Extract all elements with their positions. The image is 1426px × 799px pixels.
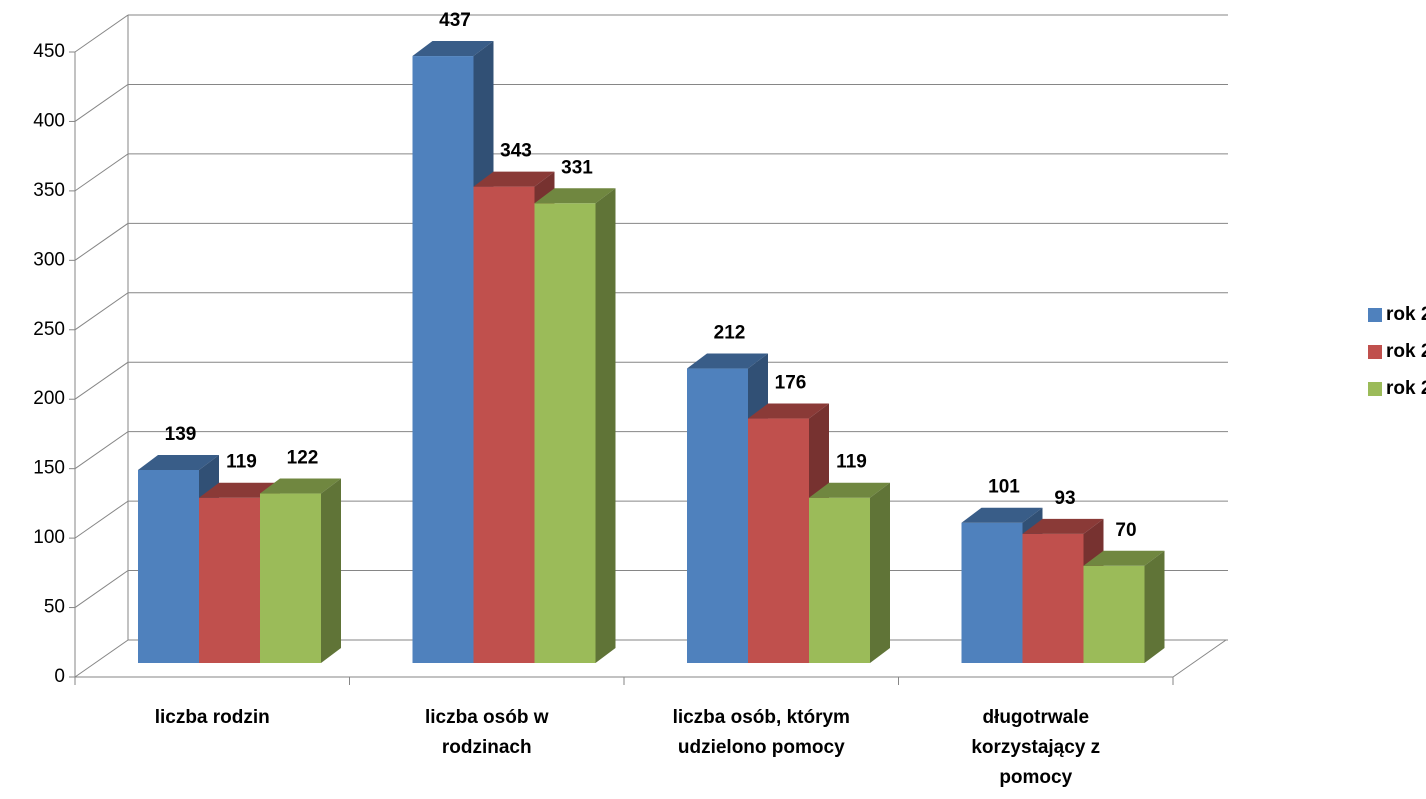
y-tick-label: 0 [54, 666, 65, 687]
x-tick-label: korzystający z [971, 737, 1100, 758]
bar-top [199, 482, 280, 498]
legend-swatch [1368, 308, 1382, 322]
y-tick-label: 250 [33, 319, 65, 340]
grid-line [74, 14, 129, 53]
bar-front [961, 522, 1023, 663]
value-label: 93 [1054, 488, 1075, 509]
grid-line [74, 361, 129, 400]
y-tick-label: 400 [33, 110, 65, 131]
y-tick-label: 350 [33, 180, 65, 201]
value-label: 139 [165, 424, 197, 445]
bar-front [687, 368, 748, 663]
grid-line [74, 222, 129, 261]
value-label: 119 [226, 452, 257, 473]
bar-side [1144, 550, 1165, 663]
value-label: 176 [775, 373, 807, 394]
bar-top [961, 507, 1043, 523]
y-tick-label: 50 [44, 597, 65, 618]
x-tick-label: liczba osób w [425, 707, 549, 728]
x-tick-label: długotrwale [982, 707, 1089, 728]
grid-line [74, 153, 129, 192]
x-tick-label: rodzinach [442, 737, 532, 758]
bar-top [260, 478, 341, 494]
value-label: 101 [988, 477, 1020, 498]
grid-line [74, 292, 129, 331]
bar-side [870, 482, 890, 663]
legend-label: rok 2016 [1386, 341, 1426, 362]
bar-front [473, 186, 535, 663]
value-label: 119 [836, 452, 867, 473]
bar-top [687, 353, 768, 369]
bar-front [809, 497, 870, 663]
value-label: 437 [439, 10, 471, 31]
bar-top [1083, 550, 1165, 566]
x-tick-label: pomocy [999, 767, 1072, 788]
bar-front [138, 469, 199, 663]
grid-line [74, 639, 129, 678]
bar-top [534, 188, 616, 204]
bar-top [748, 403, 829, 419]
legend-label: rok 2015 [1386, 304, 1426, 325]
value-label: 331 [561, 157, 593, 178]
bar-front [412, 56, 474, 664]
bar-front [534, 203, 596, 663]
bar-front [260, 493, 321, 663]
bar-top [809, 482, 890, 498]
legend-swatch [1368, 345, 1382, 359]
bar-front [748, 418, 809, 663]
floor-edge [1172, 639, 1227, 678]
legend-label: rok 2017 [1386, 378, 1426, 399]
value-label: 212 [714, 323, 746, 344]
grid-line [74, 500, 129, 539]
bar-top [473, 171, 555, 187]
y-tick-label: 200 [33, 388, 65, 409]
bar-top [138, 454, 219, 470]
bar-front [1022, 533, 1084, 663]
bar-top [1022, 518, 1104, 534]
x-tick-label: liczba rodzin [155, 707, 270, 728]
bar-side [321, 478, 341, 663]
grid-line [74, 431, 129, 470]
y-tick-label: 150 [33, 458, 65, 479]
value-label: 122 [287, 448, 319, 469]
x-tick-label: udzielono pomocy [678, 737, 845, 758]
legend-swatch [1368, 382, 1382, 396]
y-tick-label: 100 [33, 527, 65, 548]
bar-top [412, 41, 494, 57]
value-label: 343 [500, 141, 532, 162]
y-tick-label: 450 [33, 41, 65, 62]
bar-front [1083, 565, 1145, 663]
y-tick-label: 300 [33, 249, 65, 270]
bar-side [595, 188, 616, 663]
grid-line [74, 84, 129, 122]
x-tick-label: liczba osób, którym [673, 707, 850, 728]
bar-front [199, 497, 260, 663]
value-label: 70 [1115, 520, 1136, 541]
grid-line [74, 570, 129, 608]
